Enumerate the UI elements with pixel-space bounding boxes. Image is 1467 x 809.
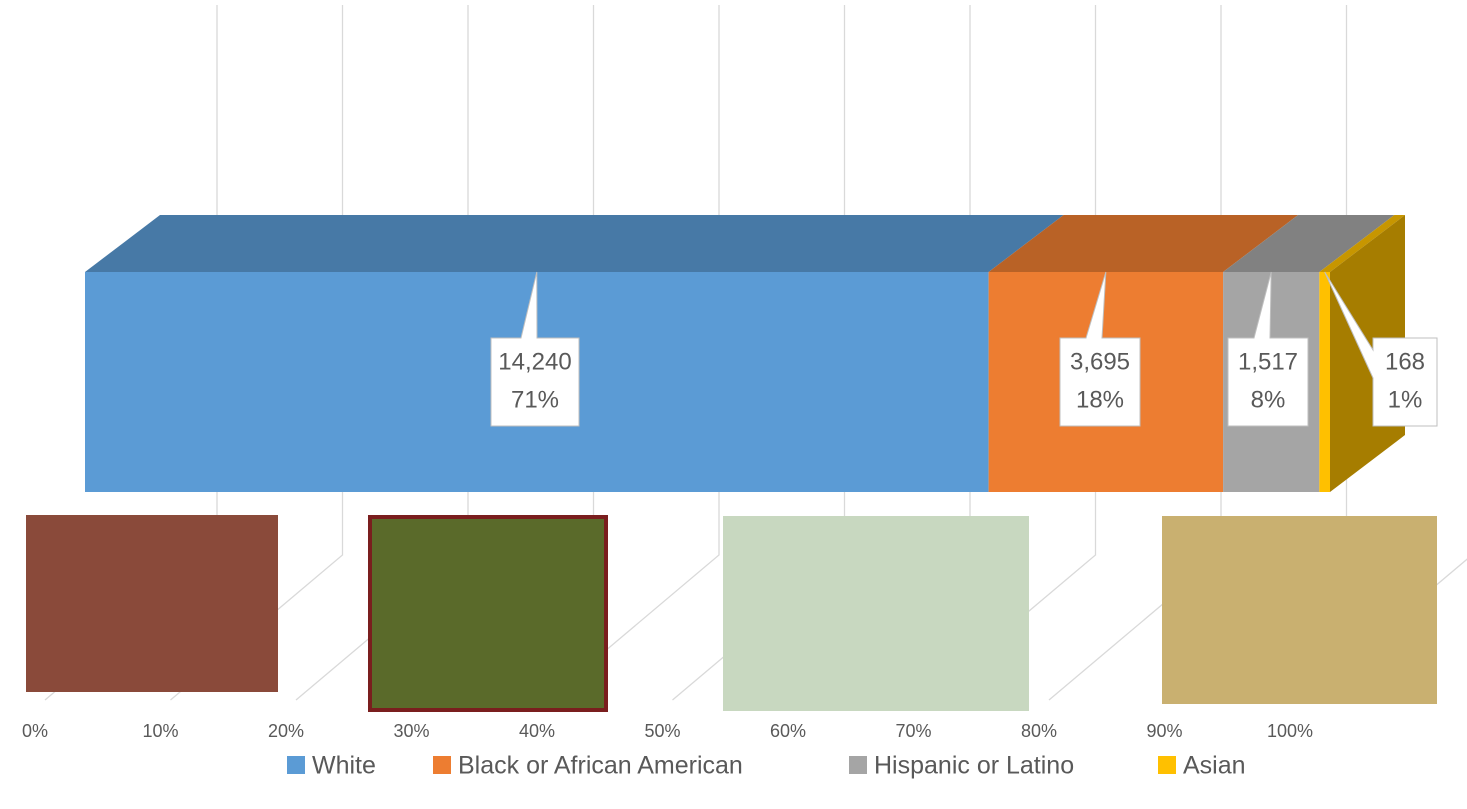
legend-swatch <box>849 756 867 774</box>
x-tick-label: 70% <box>895 721 931 741</box>
x-tick-label: 100% <box>1267 721 1313 741</box>
legend-label: Black or African American <box>458 752 743 780</box>
legend-label: Hispanic or Latino <box>874 752 1074 780</box>
x-tick-label: 30% <box>393 721 429 741</box>
photo <box>1162 516 1437 704</box>
bar-top <box>1223 215 1395 272</box>
x-tick-label: 50% <box>644 721 680 741</box>
x-tick-label: 90% <box>1146 721 1182 741</box>
bar-top <box>988 215 1299 272</box>
callout <box>1324 271 1438 427</box>
bar-top <box>1319 215 1405 272</box>
callout <box>1059 271 1141 427</box>
legend-label: White <box>312 752 376 780</box>
callout <box>1227 271 1309 427</box>
x-tick-label: 40% <box>519 721 555 741</box>
callout <box>490 271 580 427</box>
data-label: 14,240 <box>498 348 571 375</box>
photos <box>26 515 1437 712</box>
photo <box>723 516 1029 711</box>
data-label: 71% <box>511 386 559 413</box>
data-label: 18% <box>1076 386 1124 413</box>
data-label: 168 <box>1385 348 1425 375</box>
data-label: 3,695 <box>1070 348 1130 375</box>
photo <box>368 515 608 712</box>
x-tick-label: 0% <box>22 721 48 741</box>
bar <box>1319 272 1330 492</box>
x-tick-label: 10% <box>142 721 178 741</box>
photo <box>26 515 278 692</box>
x-tick-label: 80% <box>1021 721 1057 741</box>
data-label: 8% <box>1251 386 1286 413</box>
data-label: 1,517 <box>1238 348 1298 375</box>
x-tick-label: 20% <box>268 721 304 741</box>
data-label: 1% <box>1388 386 1423 413</box>
legend-label: Asian <box>1183 752 1246 780</box>
bar-top <box>85 215 1064 272</box>
x-tick-label: 60% <box>770 721 806 741</box>
legend-swatch <box>1158 756 1176 774</box>
legend-swatch <box>433 756 451 774</box>
legend-swatch <box>287 756 305 774</box>
